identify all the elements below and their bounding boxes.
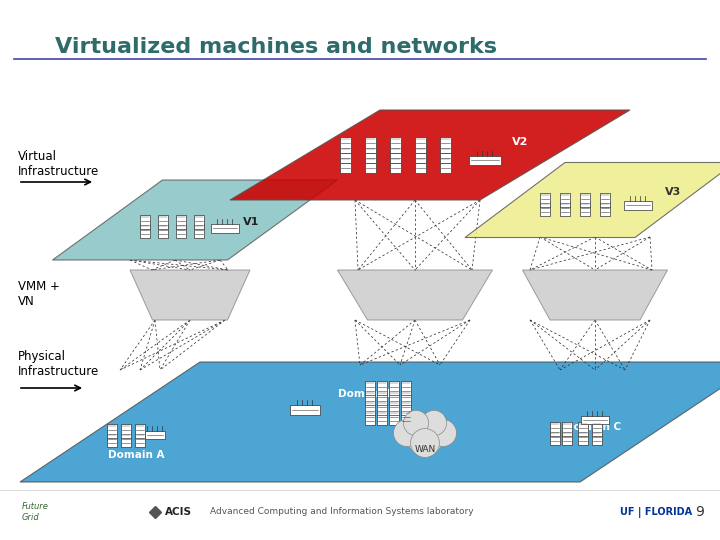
Text: Virtualized machines and networks: Virtualized machines and networks [55,37,497,57]
FancyBboxPatch shape [560,193,570,207]
Text: V3: V3 [665,187,681,197]
Circle shape [394,420,420,447]
Polygon shape [338,270,492,320]
FancyBboxPatch shape [581,416,609,424]
FancyBboxPatch shape [135,433,145,447]
FancyBboxPatch shape [415,147,426,163]
FancyBboxPatch shape [290,405,320,415]
FancyBboxPatch shape [401,411,411,425]
FancyBboxPatch shape [364,137,376,153]
FancyBboxPatch shape [578,431,588,445]
Text: Virtual
Infrastructure: Virtual Infrastructure [18,150,99,178]
FancyBboxPatch shape [176,224,186,238]
FancyBboxPatch shape [340,147,351,163]
FancyBboxPatch shape [377,391,387,405]
FancyBboxPatch shape [135,424,145,438]
FancyBboxPatch shape [624,200,652,210]
Text: 9: 9 [696,505,704,519]
Text: ACIS: ACIS [165,507,192,517]
FancyBboxPatch shape [140,215,150,229]
FancyBboxPatch shape [401,391,411,405]
FancyBboxPatch shape [580,193,590,207]
FancyBboxPatch shape [401,381,411,395]
FancyBboxPatch shape [364,157,376,173]
FancyBboxPatch shape [140,224,150,238]
FancyBboxPatch shape [365,391,375,405]
FancyBboxPatch shape [390,137,400,153]
FancyBboxPatch shape [194,224,204,238]
FancyBboxPatch shape [158,215,168,229]
FancyBboxPatch shape [439,137,451,153]
Text: WAN: WAN [415,445,436,454]
Polygon shape [130,270,250,320]
FancyBboxPatch shape [540,193,550,207]
Text: Advanced Computing and Information Systems laboratory: Advanced Computing and Information Syste… [210,508,474,516]
FancyBboxPatch shape [377,381,387,395]
FancyBboxPatch shape [469,156,501,165]
Text: Physical
Infrastructure: Physical Infrastructure [18,350,99,378]
FancyBboxPatch shape [600,202,610,216]
FancyBboxPatch shape [415,157,426,173]
FancyBboxPatch shape [560,202,570,216]
Text: Future
Grid: Future Grid [22,502,49,522]
FancyBboxPatch shape [562,431,572,445]
Circle shape [407,420,443,456]
FancyBboxPatch shape [365,411,375,425]
FancyBboxPatch shape [121,433,131,447]
Text: Domain A: Domain A [108,450,164,460]
Text: VMM +
VN: VMM + VN [18,280,60,308]
FancyBboxPatch shape [389,401,399,415]
Circle shape [403,410,428,436]
Text: Domain C: Domain C [565,422,621,432]
Polygon shape [523,270,667,320]
FancyBboxPatch shape [194,215,204,229]
FancyBboxPatch shape [365,401,375,415]
FancyBboxPatch shape [340,137,351,153]
FancyBboxPatch shape [377,401,387,415]
Circle shape [410,429,439,457]
FancyBboxPatch shape [107,433,117,447]
FancyBboxPatch shape [145,431,165,439]
FancyBboxPatch shape [550,431,560,445]
Text: Domain B: Domain B [338,389,395,399]
Circle shape [430,420,456,447]
Text: UF | FLORIDA: UF | FLORIDA [620,507,692,517]
Polygon shape [20,362,720,482]
FancyBboxPatch shape [389,411,399,425]
FancyBboxPatch shape [211,224,239,233]
FancyBboxPatch shape [340,157,351,173]
FancyBboxPatch shape [540,202,550,216]
FancyBboxPatch shape [364,147,376,163]
FancyBboxPatch shape [365,381,375,395]
FancyBboxPatch shape [600,193,610,207]
Polygon shape [230,110,630,200]
FancyBboxPatch shape [389,381,399,395]
FancyBboxPatch shape [550,422,560,436]
FancyBboxPatch shape [578,422,588,436]
FancyBboxPatch shape [389,391,399,405]
FancyBboxPatch shape [439,147,451,163]
FancyBboxPatch shape [580,202,590,216]
FancyBboxPatch shape [107,424,117,438]
FancyBboxPatch shape [390,147,400,163]
FancyBboxPatch shape [439,157,451,173]
FancyBboxPatch shape [592,431,602,445]
Polygon shape [465,163,720,238]
FancyBboxPatch shape [415,137,426,153]
Circle shape [421,410,446,436]
Text: V2: V2 [512,137,528,147]
Polygon shape [53,180,338,260]
FancyBboxPatch shape [401,401,411,415]
FancyBboxPatch shape [390,157,400,173]
FancyBboxPatch shape [592,422,602,436]
FancyBboxPatch shape [562,422,572,436]
FancyBboxPatch shape [158,224,168,238]
FancyBboxPatch shape [377,411,387,425]
Text: V1: V1 [243,217,259,227]
FancyBboxPatch shape [121,424,131,438]
FancyBboxPatch shape [176,215,186,229]
